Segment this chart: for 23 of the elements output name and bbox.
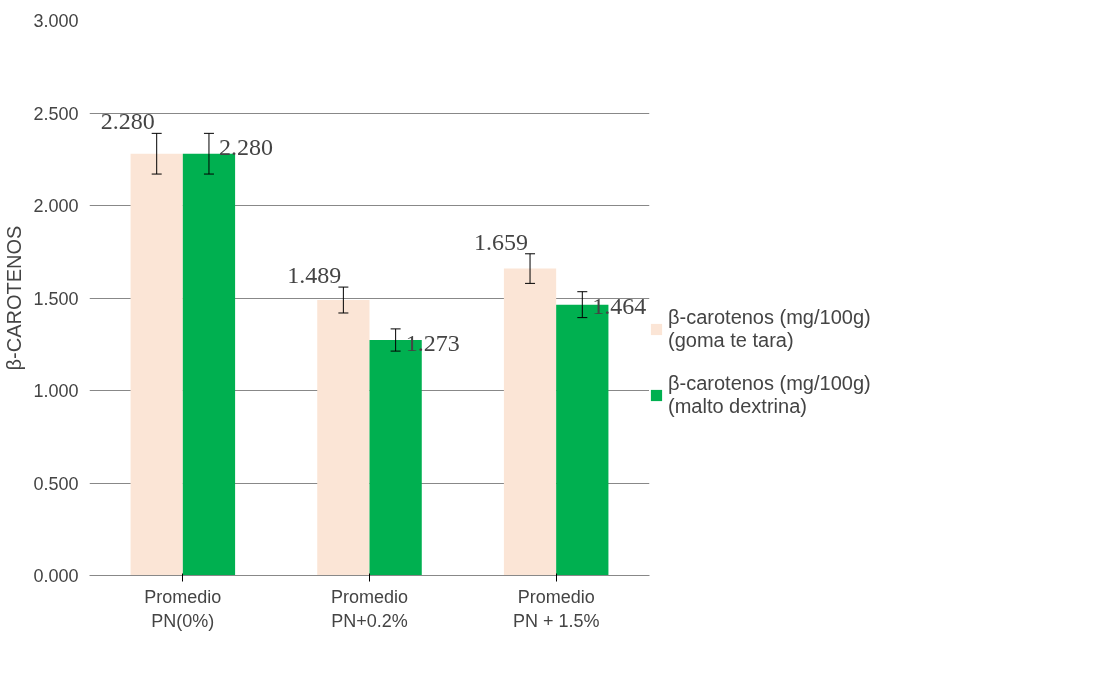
y-tick-label: 0.500 [33, 473, 79, 494]
y-tick-label: 1.500 [33, 288, 79, 309]
data-label: 1.659 [474, 228, 529, 255]
bar [503, 268, 557, 576]
x-tick-label: Promedio PN+0.2% [330, 586, 409, 631]
bar [130, 153, 183, 576]
y-tick-label: 2.500 [33, 103, 79, 124]
data-label: 1.489 [287, 262, 342, 289]
x-tick-label: Promedio PN + 1.5% [512, 586, 600, 631]
y-axis-title: β-CAROTENOS [3, 225, 26, 371]
bar [182, 153, 236, 576]
data-label: 2.280 [218, 134, 273, 161]
bar [317, 300, 370, 576]
x-tick-label: Promedio PN(0%) [144, 586, 222, 631]
data-label: 2.280 [100, 108, 155, 135]
data-label: 1.273 [405, 329, 460, 356]
y-tick-label: 1.000 [33, 381, 79, 401]
y-tick-label: 0.000 [33, 566, 79, 586]
legend-label: β-carotenos (mg/100g) (malto dextrina) [668, 372, 871, 418]
legend-label: β-carotenos (mg/100g) (goma te tara) [668, 306, 871, 352]
y-tick-label: 2.000 [33, 196, 79, 216]
y-tick-label: 3.000 [33, 11, 79, 31]
data-label: 1.464 [592, 292, 647, 319]
